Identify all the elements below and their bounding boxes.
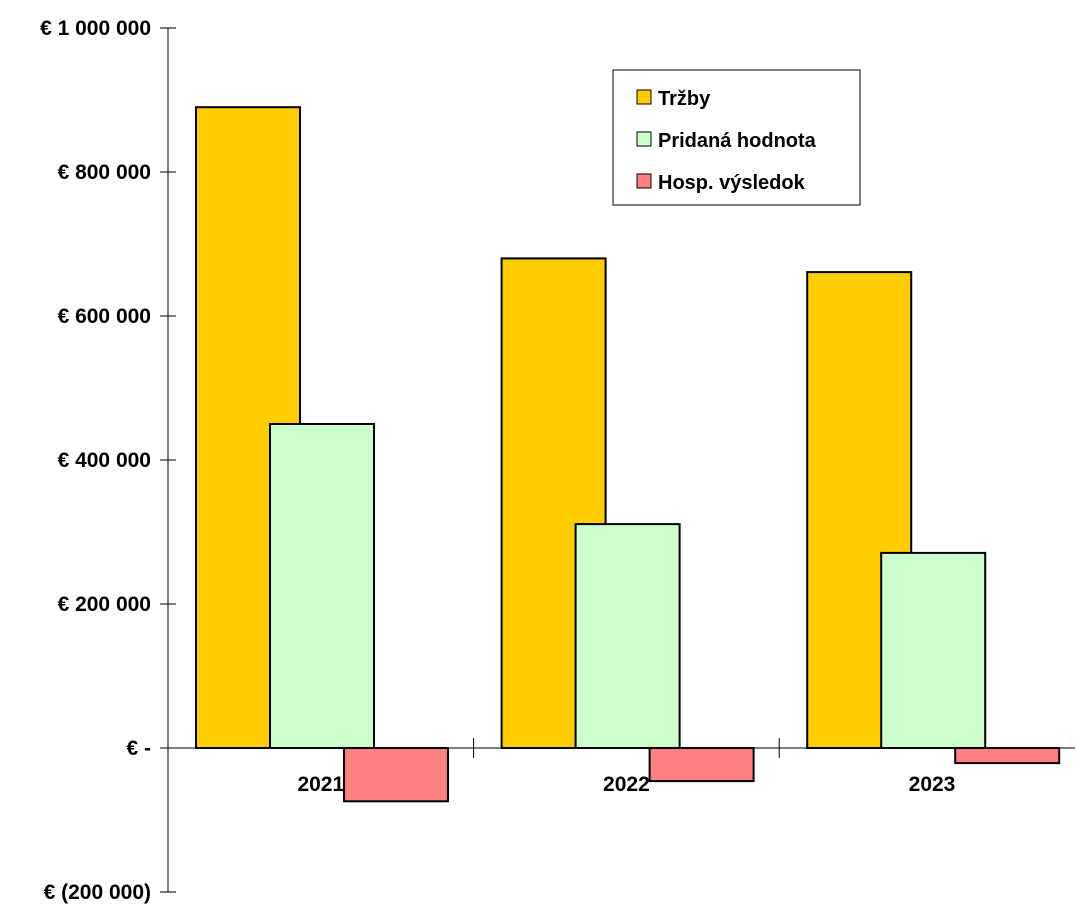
bar-2-2021: [269, 423, 375, 749]
bar-3-2023: [954, 747, 1061, 765]
y-tick-label: € -: [126, 737, 151, 760]
y-tick-label: € 600 000: [58, 305, 151, 328]
bars: [195, 106, 1061, 803]
legend-label: Tržby: [658, 88, 711, 110]
legend-box: [612, 69, 861, 206]
y-tick-label: € 200 000: [58, 593, 151, 616]
y-tick-label: € 400 000: [58, 449, 151, 472]
bar-3-2021: [343, 747, 449, 803]
legend-swatch: [636, 131, 652, 147]
legend-label: Pridaná hodnota: [658, 130, 817, 152]
y-tick-label: € (200 000): [44, 881, 151, 904]
x-tick-label: 2021: [297, 773, 344, 796]
y-tick-label: € 800 000: [58, 161, 151, 184]
legend-label: Hosp. výsledok: [658, 172, 806, 194]
legend: Tržby Pridaná hodnota Hosp. výsledok: [612, 69, 861, 206]
x-tick-label: 2022: [603, 773, 650, 796]
legend-swatch: [636, 89, 652, 105]
axes: [160, 27, 1075, 893]
legend-swatch: [636, 173, 652, 189]
axis-labels: € 1 000 000 € 800 000 € 600 000 € 400 000 € …: [40, 17, 955, 904]
y-tick-label: € 1 000 000: [40, 17, 151, 40]
x-tick-label: 2023: [909, 773, 956, 796]
bar-3-2022: [648, 747, 755, 783]
bar-2-2023: [880, 551, 987, 750]
bar-2-2022: [574, 523, 681, 749]
